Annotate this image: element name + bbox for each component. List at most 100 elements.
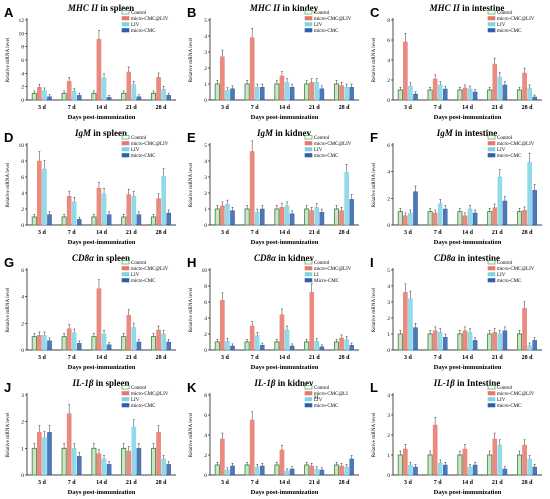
bar-fill <box>305 342 309 350</box>
bar <box>472 464 478 476</box>
panel-title: IL-1β in kidney <box>253 378 314 388</box>
legend-label: micro-CMC <box>314 154 339 159</box>
bar <box>492 332 498 351</box>
x-tick-label: 14 d <box>96 480 108 486</box>
y-tick-label: 10 <box>19 143 25 149</box>
y-tick-label: 8 <box>204 284 207 290</box>
panel-a: A MHC II in spleen Relative mRNA level 0 2 4 6… <box>4 3 176 121</box>
y-tick-label: 0 <box>21 473 24 479</box>
title-tissue: in spleen <box>94 378 130 388</box>
bar <box>437 84 443 101</box>
legend-swatch <box>304 272 313 277</box>
title-tissue: in intestine <box>453 128 498 138</box>
bar <box>96 39 102 101</box>
bar-fill <box>62 217 66 225</box>
x-tick-label: 14 d <box>462 105 474 111</box>
bar-fill <box>458 334 462 350</box>
panel-i: I CD8a in intestine Relative mRNA level 0 1 2… <box>370 253 542 371</box>
bar <box>42 168 47 226</box>
y-tick-label: 2 <box>21 207 24 213</box>
bar <box>77 219 82 226</box>
panel-title: CD8α in spleen <box>72 253 130 263</box>
title-tissue: in kidney <box>276 378 315 388</box>
bar-fill <box>122 337 126 350</box>
bar <box>413 466 418 476</box>
x-axis-label: Days post-immunization <box>68 364 136 371</box>
y-axis-label: Relative mRNA level <box>371 37 377 82</box>
x-tick-label: 21 d <box>309 105 321 111</box>
bar <box>403 292 408 351</box>
bar <box>254 466 260 476</box>
legend-label: LIV <box>131 273 140 278</box>
bar-fill <box>62 448 66 475</box>
bar <box>309 465 315 476</box>
bar <box>42 335 47 351</box>
x-axis-label: Days post-immunization <box>68 239 136 246</box>
bar <box>279 207 285 226</box>
x-tick-label: 21 d <box>492 355 504 361</box>
x-axis-label: Days post-immunization <box>434 239 502 246</box>
bar <box>284 82 290 101</box>
bar <box>467 208 473 226</box>
bar <box>77 343 82 351</box>
legend-swatch <box>487 28 496 33</box>
title-gene: MHC II <box>67 3 99 13</box>
bar <box>344 86 349 101</box>
legend-label: Control <box>497 11 513 16</box>
bar-fill <box>305 209 309 225</box>
legend-swatch <box>487 385 496 390</box>
bar <box>284 205 290 226</box>
title-gene: IL-1β <box>433 378 455 388</box>
legend-label: Control <box>131 261 147 266</box>
bar <box>437 203 443 226</box>
panel-letter: A <box>4 5 14 20</box>
bar <box>314 82 320 101</box>
x-tick-label: 21 d <box>126 480 138 486</box>
bar <box>522 444 527 476</box>
bar-fill <box>488 455 492 475</box>
y-tick-label: 6 <box>387 143 390 149</box>
legend-label: Control <box>314 136 330 141</box>
x-tick-label: 21 d <box>126 230 138 236</box>
bar-fill <box>32 337 36 350</box>
legend-label: micro-CMC <box>314 29 339 34</box>
y-tick-label: 6 <box>204 413 207 419</box>
bar <box>314 340 320 351</box>
x-tick-label: 14 d <box>462 230 474 236</box>
bar <box>532 190 537 226</box>
panel-letter: C <box>370 5 380 20</box>
x-tick-label: 7 d <box>251 230 260 236</box>
bar <box>37 432 42 476</box>
bar <box>66 81 72 101</box>
legend-label: micro-CMC <box>131 404 156 409</box>
bar <box>136 341 142 351</box>
bar-fill <box>275 465 279 475</box>
legend-swatch <box>121 141 130 146</box>
bar-fill <box>335 465 338 475</box>
bar-fill <box>32 217 36 225</box>
y-axis-label: Relative mRNA level <box>188 162 194 207</box>
bar <box>502 200 508 226</box>
y-tick-label: 8 <box>204 393 207 399</box>
bar <box>472 212 478 226</box>
x-tick-label: 7 d <box>434 355 443 361</box>
bar <box>497 176 503 226</box>
y-axis-label: Relative mRNA level <box>371 412 377 457</box>
bar <box>220 438 225 476</box>
x-tick-label: 14 d <box>279 230 291 236</box>
y-tick-label: 10 <box>202 268 208 274</box>
legend-label: micro-CMC@LIV <box>497 392 535 397</box>
panel-letter: H <box>187 255 196 270</box>
title-tissue: in kidney <box>273 128 312 138</box>
legend-swatch <box>121 385 130 390</box>
bar <box>42 437 47 476</box>
bar <box>101 333 107 351</box>
bar <box>37 160 42 226</box>
bar <box>47 96 52 101</box>
bar <box>403 215 408 226</box>
y-axis-label: Relative mRNA level <box>5 287 11 332</box>
y-tick-label: 2 <box>204 191 207 197</box>
bar-fill <box>62 93 66 100</box>
bar-fill <box>245 465 249 475</box>
bar <box>432 212 438 226</box>
